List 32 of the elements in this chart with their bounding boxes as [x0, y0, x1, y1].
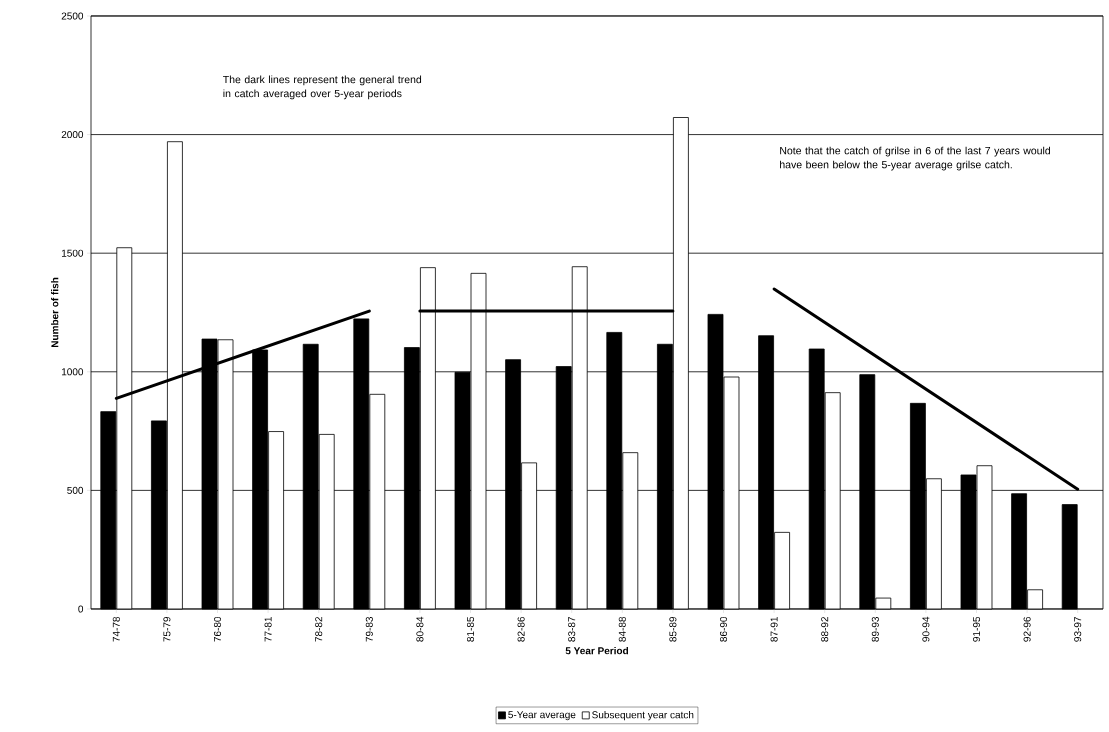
x-tick-label: 81-85 [466, 616, 475, 642]
y-axis-title: Number of fish [51, 277, 59, 348]
x-tick-label: 75-79 [163, 616, 171, 642]
y-tick-label: 1500 [62, 249, 84, 257]
x-tick-label: 76-80 [213, 616, 222, 642]
y-tick-label: 0 [78, 605, 84, 613]
x-tick-label: 89-93 [871, 616, 879, 642]
x-tick-label: 84-88 [618, 616, 626, 642]
x-tick-label: 74-78 [112, 616, 120, 642]
x-tick-label: 87-91 [770, 617, 778, 642]
x-tick-label: 78-82 [315, 617, 323, 642]
x-tick-label: 79-83 [365, 616, 373, 642]
x-tick-label: 92-96 [1023, 616, 1031, 642]
x-tick-label: 85-89 [669, 616, 677, 642]
y-tick-label: 500 [67, 486, 84, 494]
x-tick-label: 80-84 [416, 616, 424, 642]
y-tick-label: 2000 [61, 131, 84, 139]
x-tick-label: 91-95 [972, 616, 981, 642]
x-tick-label: 88-92 [821, 617, 829, 642]
x-tick-label: 82-86 [517, 616, 525, 642]
annotation: Note that the catch of grilse in 6 of the last 7 years would have been below the 5-year average grilse catch. [780, 146, 1051, 171]
x-tick-label: 90-94 [922, 616, 930, 642]
x-tick-label: 86-90 [719, 616, 728, 642]
legend-label: Subsequent year catch [592, 711, 694, 721]
annotation: The dark lines represent the general trend in catch averaged over 5-year periods [223, 75, 422, 100]
x-tick-label: 77-81 [264, 617, 272, 642]
legend-label: 5-Year average [508, 711, 576, 721]
x-axis-title: 5 Year Period [565, 646, 629, 655]
x-tick-label: 83-87 [568, 617, 576, 642]
y-tick-label: 2500 [61, 12, 84, 20]
x-tick-label: 93-97 [1074, 617, 1082, 642]
y-tick-label: 1000 [62, 368, 84, 376]
